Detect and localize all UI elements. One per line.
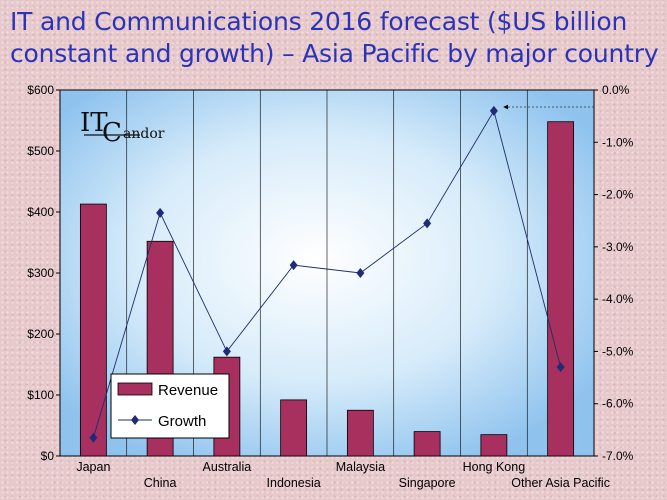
category-label: Malaysia	[336, 460, 385, 474]
category-label: Hong Kong	[463, 460, 526, 474]
legend-growth-marker	[131, 415, 139, 425]
right-tick-label: -3.0%	[602, 240, 634, 254]
growth-marker	[489, 105, 498, 116]
legend-growth-label: Growth	[158, 413, 206, 430]
left-tick-label: $300	[27, 266, 54, 280]
left-tick-label: $100	[27, 388, 54, 402]
growth-series-line	[92, 109, 562, 438]
category-label: Indonesia	[267, 476, 321, 490]
legend: Revenue Growth	[110, 373, 230, 439]
category-label: Australia	[203, 460, 252, 474]
category-label: Other Asia Pacific	[511, 476, 610, 490]
growth-marker	[356, 268, 365, 278]
chart-title: IT and Communications 2016 forecast ($US…	[10, 7, 659, 68]
right-tick-label: -7.0%	[602, 449, 634, 463]
revenue-bar	[280, 399, 308, 457]
left-tick-label: $0	[41, 449, 55, 463]
revenue-bar	[480, 434, 508, 457]
growth-marker	[556, 362, 565, 373]
left-axis: $0 $100 $200 $300 $400 $500 $600	[27, 83, 60, 463]
growth-marker	[89, 432, 98, 443]
left-tick-label: $400	[27, 205, 54, 219]
category-label: Japan	[76, 460, 110, 474]
right-axis: 0.0% -1.0% -2.0% -3.0% -4.0% -5.0% -6.0% -7.0%	[594, 83, 634, 463]
category-label: Singapore	[399, 476, 456, 490]
growth-line	[89, 105, 565, 443]
growth-marker	[289, 260, 298, 271]
left-tick-label: $600	[27, 83, 54, 97]
svg-text:C: C	[102, 118, 122, 148]
legend-revenue-label: Revenue	[158, 382, 218, 399]
left-tick-label: $500	[27, 144, 54, 158]
svg-text:andor: andor	[123, 126, 165, 142]
growth-marker	[222, 346, 231, 357]
svg-text:IT: IT	[80, 108, 108, 138]
revenue-bar	[547, 121, 575, 457]
revenue-bar	[79, 203, 107, 457]
right-tick-label: -2.0%	[602, 188, 634, 202]
right-tick-label: -5.0%	[602, 344, 634, 358]
category-label: China	[144, 476, 177, 490]
right-tick-label: 0.0%	[602, 83, 630, 97]
right-tick-label: -6.0%	[602, 397, 634, 411]
itcandor-logo: IT C andor	[80, 108, 165, 148]
left-tick-label: $200	[27, 327, 54, 341]
category-labels: Japan China Australia Indonesia Malaysia Sing…	[76, 460, 610, 490]
revenue-bar	[346, 409, 374, 457]
legend-revenue-swatch	[117, 382, 153, 396]
right-tick-label: -1.0%	[602, 135, 634, 149]
growth-marker	[156, 207, 165, 218]
revenue-bar	[413, 431, 441, 457]
right-tick-label: -4.0%	[602, 292, 634, 306]
growth-marker	[423, 218, 432, 229]
